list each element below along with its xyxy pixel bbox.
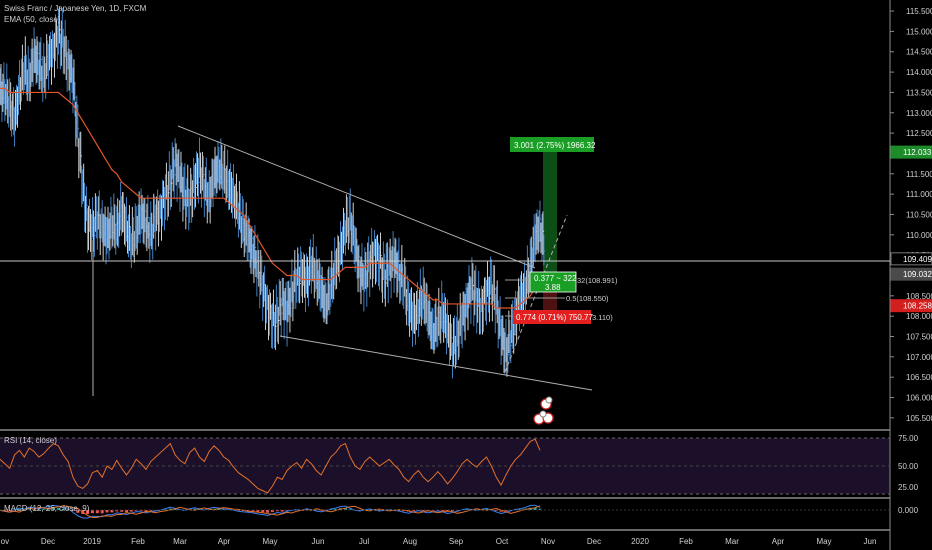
price-tick-label: 114.000 [906, 68, 932, 77]
rsi-line[interactable] [0, 438, 541, 494]
ratio-label: 3.88 [545, 283, 561, 292]
price-tick-label: 108.500 [906, 292, 932, 301]
price-tag [890, 145, 932, 159]
time-tick-label: Jun [312, 537, 325, 546]
price-tick-label: 113.000 [906, 109, 932, 118]
ema-legend[interactable]: EMA (50, close) [4, 15, 61, 24]
price-tick-label: 115.500 [906, 7, 932, 16]
price-tick-label: 115.000 [906, 27, 932, 36]
time-tick-label: May [262, 537, 277, 546]
rsi-level-25-label: 25.00 [898, 483, 919, 492]
event-icons[interactable] [533, 396, 554, 425]
time-tick-label: Feb [131, 537, 145, 546]
time-tick-label: May [816, 537, 831, 546]
time-tick-label: Nov [541, 537, 555, 546]
trendline-upper[interactable] [177, 125, 536, 269]
trendline-lower[interactable] [279, 335, 593, 391]
time-tick-label: 2020 [631, 537, 649, 546]
time-tick-label: Sep [449, 537, 464, 546]
price-tag-label: 109.032 [903, 270, 932, 279]
projection-dashed[interactable] [504, 214, 568, 373]
price-tick-label: 107.000 [906, 353, 932, 362]
half-level-label: 0.5(108.550) [566, 294, 609, 303]
price-tag-label: 109.409 [903, 255, 932, 264]
price-tag-label: 112.033 [903, 148, 932, 157]
stop-level-label: 3.110) [592, 313, 613, 322]
time-tick-label: Mar [173, 537, 187, 546]
price-tick-label: 110.000 [906, 231, 932, 240]
target-zone[interactable] [543, 150, 557, 278]
price-tick-label: 106.500 [906, 373, 932, 382]
price-tick-label: 111.500 [906, 170, 932, 179]
rsi-legend[interactable]: RSI (14, close) [4, 436, 57, 445]
price-tick-label: 107.500 [906, 333, 932, 342]
time-tick-label: Feb [679, 537, 693, 546]
price-tick-label: 108.000 [906, 312, 932, 321]
time-tick-label: Apr [218, 537, 231, 546]
price-tick-label: 113.500 [906, 88, 932, 97]
price-tag-label: 108.258 [903, 302, 932, 311]
reward-label: 0.377 ~ 322 [534, 274, 577, 283]
macd-legend[interactable]: MACD (12, 26, close, 9) [4, 504, 90, 513]
rsi-level-50-label: 50.00 [898, 462, 919, 471]
price-tick-label: 110.500 [906, 210, 932, 219]
price-tick-label: 106.000 [906, 394, 932, 403]
macd-zero-label: 0.000 [898, 506, 919, 515]
time-tick-label: Mar [725, 537, 739, 546]
rsi-level-75-label: 75.00 [898, 434, 919, 443]
time-tick-label: Jun [864, 537, 877, 546]
entry-level-label: 32(108.991) [577, 276, 618, 285]
price-tick-label: 111.000 [906, 190, 932, 199]
time-tick-label: Nov [0, 537, 9, 546]
price-tick-label: 114.500 [906, 48, 932, 57]
time-tick-label: Oct [496, 537, 509, 546]
time-tick-label: Jul [359, 537, 369, 546]
stop-label-box [513, 310, 591, 324]
price-tick-label: 112.500 [906, 129, 932, 138]
time-tick-label: Dec [41, 537, 55, 546]
price-tag [890, 252, 932, 266]
symbol-title[interactable]: Swiss Franc / Japanese Yen, 1D, FXCM [4, 4, 147, 13]
ema-line[interactable] [0, 87, 541, 309]
price-tag [890, 267, 932, 281]
time-tick-label: Apr [772, 537, 785, 546]
time-tick-label: Dec [587, 537, 601, 546]
target-label-box [510, 137, 594, 152]
price-tag [890, 299, 932, 313]
price-tick-label: 105.500 [906, 414, 932, 423]
macd-signal-line[interactable] [0, 505, 541, 518]
reward-label-box [529, 271, 577, 293]
stop-label: 0.774 (0.71%) 750.77 [516, 313, 593, 322]
time-tick-label: 2019 [83, 537, 101, 546]
macd-line[interactable] [0, 504, 541, 519]
time-tick-label: Aug [403, 537, 417, 546]
target-label: 3.001 (2.75%) 1966.32 [514, 141, 596, 150]
